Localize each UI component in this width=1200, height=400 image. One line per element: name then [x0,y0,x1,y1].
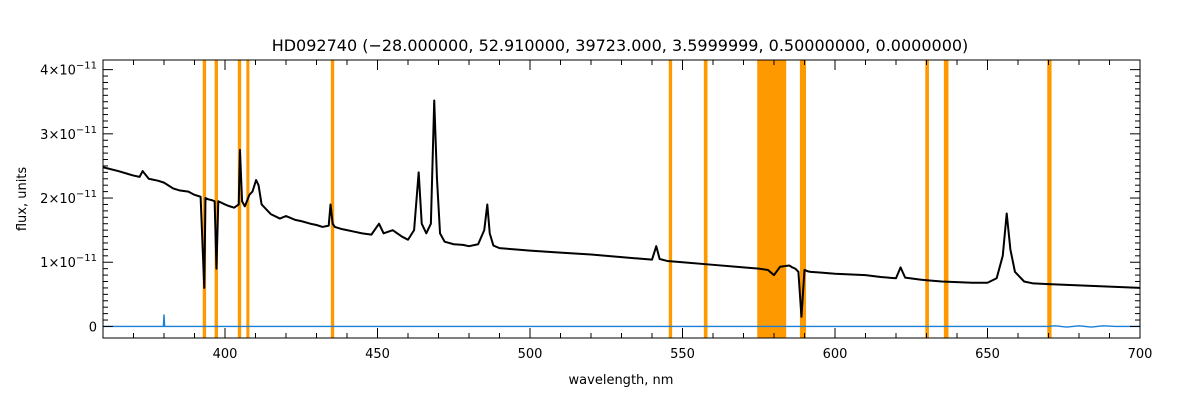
error-line [103,314,1140,328]
masked-band [925,60,929,338]
masked-band [799,60,807,338]
masked-band [330,60,335,338]
y-tick-label: 0 [89,320,97,335]
masked-band [1047,60,1052,338]
y-axis-label: flux, units [15,167,30,232]
x-axis-label: wavelength, nm [569,373,674,388]
masked-band [703,60,708,338]
x-tick-label: 550 [670,347,695,362]
plot-frame [102,59,1141,339]
masked-band [943,60,949,338]
x-tick-label: 400 [213,347,238,362]
y-tick-label: 2×10−11 [40,189,97,207]
masked-band [202,60,207,338]
masked-band [668,60,673,338]
plot-series [102,99,1141,328]
y-tick-label: 4×10−11 [40,61,97,79]
x-tick-label: 500 [518,347,543,362]
y-tick-label: 1×10−11 [40,253,97,271]
masked-band [214,60,218,338]
y-tick-label: 3×10−11 [40,125,97,143]
x-tick-label: 600 [823,347,848,362]
masked-band [757,60,787,338]
masked-bands [202,60,1052,338]
y-axis-ticks: 0 1×10−11 2×10−11 3×10−11 4×10−11 [40,61,1140,335]
x-tick-label: 450 [365,347,390,362]
chart-title: HD092740 (−28.000000, 52.910000, 39723.0… [272,36,969,55]
spectrum-line [102,99,1141,318]
x-axis-ticks: 400 450 500 550 600 650 700 [102,60,1153,362]
x-tick-label: 700 [1128,347,1153,362]
x-tick-label: 650 [975,347,1000,362]
